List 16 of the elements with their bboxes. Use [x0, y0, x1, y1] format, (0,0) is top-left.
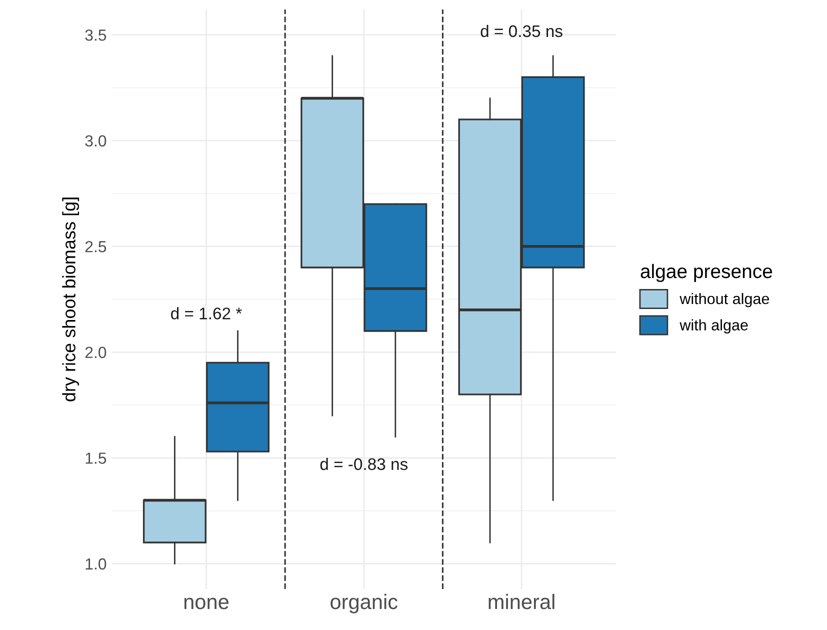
y-tick-label: 2.5 — [85, 241, 106, 252]
y-tick-label: 2.0 — [85, 346, 106, 358]
annotation: d = -0.83 ns — [320, 458, 408, 470]
y-tick-label: 3.0 — [85, 135, 106, 147]
x-tick-label: none — [184, 598, 228, 610]
annotation: d = 0.35 ns — [480, 24, 562, 38]
annotation: d = 1.62 * — [171, 307, 242, 320]
legend-title: algae presence — [640, 264, 772, 282]
legend-label: with algae — [680, 319, 748, 334]
x-tick-label: organic — [330, 594, 398, 614]
y-tick-label: 1.5 — [86, 452, 106, 464]
y-tick-label: 1.0 — [86, 558, 106, 570]
x-tick-label: mineral — [488, 594, 554, 610]
y-tick-label: 3.5 — [85, 29, 106, 41]
legend-label: without algae — [680, 292, 770, 308]
y-axis-title: dry rice shoot biomass [g] — [62, 198, 80, 402]
